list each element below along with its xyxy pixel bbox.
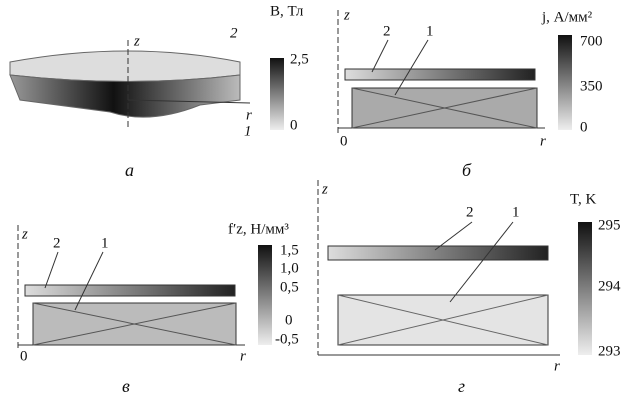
label: 2 — [383, 23, 391, 39]
leader — [45, 252, 58, 288]
colorbar-title: T, K — [570, 191, 597, 207]
axis-label: z — [133, 33, 140, 49]
disc-top — [10, 51, 240, 82]
label: 1 — [426, 23, 434, 39]
colorbar-title: f′z, Н/мм³ — [228, 221, 289, 237]
leader — [395, 40, 428, 95]
panel-d: z r 2 1 T, K 295 294 293 г — [318, 180, 621, 396]
caption: в — [122, 376, 130, 396]
label: 1 — [101, 235, 109, 251]
colorbar — [258, 245, 272, 345]
colorbar — [578, 222, 592, 355]
leader — [450, 222, 513, 302]
axis-label: r — [240, 348, 246, 364]
leader — [372, 40, 388, 72]
caption: г — [458, 376, 465, 396]
tick-label: 1,5 — [280, 242, 299, 258]
plate — [25, 285, 235, 296]
axis-label: z — [21, 226, 28, 242]
label: 2 — [230, 25, 238, 41]
axis-label: z — [343, 7, 350, 23]
tick-label: 295 — [598, 217, 621, 233]
tick-label: 0 — [580, 119, 588, 135]
tick-label: 293 — [598, 343, 621, 359]
tick-label: 350 — [580, 78, 603, 94]
origin: 0 — [20, 348, 28, 364]
origin: 0 — [340, 133, 348, 149]
tick-label: 0 — [290, 117, 298, 133]
tick-label: 0,5 — [280, 279, 299, 295]
tick-label: 1,0 — [280, 260, 299, 276]
tick-label: 294 — [598, 278, 621, 294]
label: 1 — [512, 204, 520, 220]
tick-label: 700 — [580, 33, 603, 49]
label: 2 — [466, 204, 474, 220]
plate — [345, 69, 535, 80]
tick-label: 0 — [285, 312, 293, 328]
caption: б — [462, 160, 472, 180]
axis-label: r — [554, 358, 560, 374]
panel-c: z r 0 2 1 f′z, Н/мм³ 1,5 1,0 0,5 0 -0,5 … — [18, 221, 299, 396]
leader — [75, 252, 103, 310]
axis-label: z — [321, 181, 328, 197]
colorbar — [270, 58, 284, 130]
colorbar — [558, 35, 572, 130]
label: 1 — [244, 123, 252, 139]
axis-label: r — [540, 133, 546, 149]
figure: z r 2 1 B, Тл 2,5 0 а z r 0 2 1 j, А/мм²… — [0, 0, 621, 399]
panel-b: z r 0 2 1 j, А/мм² 700 350 0 б — [338, 7, 603, 180]
disc-body — [10, 75, 240, 117]
tick-label: 2,5 — [290, 51, 309, 67]
tick-label: -0,5 — [275, 331, 299, 347]
axis-label: r — [246, 107, 252, 123]
label: 2 — [53, 235, 61, 251]
colorbar-title: B, Тл — [270, 3, 304, 19]
panel-a: z r 2 1 B, Тл 2,5 0 а — [10, 3, 309, 180]
caption: а — [125, 160, 134, 180]
colorbar-title: j, А/мм² — [541, 9, 593, 25]
